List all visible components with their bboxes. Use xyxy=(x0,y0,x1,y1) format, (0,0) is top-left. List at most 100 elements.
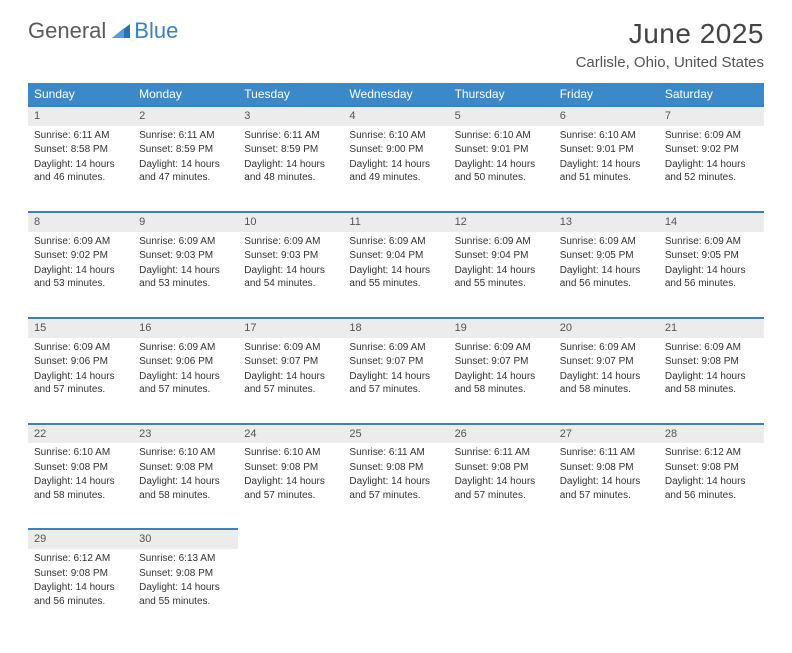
day-number: 13 xyxy=(554,212,659,232)
daylight-text: Daylight: 14 hours and 49 minutes. xyxy=(349,158,442,185)
empty-cell xyxy=(449,529,554,549)
week-row: Sunrise: 6:10 AMSunset: 9:08 PMDaylight:… xyxy=(28,443,764,529)
day-cell: Sunrise: 6:11 AMSunset: 9:08 PMDaylight:… xyxy=(343,443,448,509)
sunset-text: Sunset: 9:05 PM xyxy=(665,249,758,263)
day-number: 25 xyxy=(343,424,448,444)
day-cell: Sunrise: 6:09 AMSunset: 9:06 PMDaylight:… xyxy=(133,338,238,404)
week-row: Sunrise: 6:12 AMSunset: 9:08 PMDaylight:… xyxy=(28,549,764,635)
page-title: June 2025 xyxy=(576,18,764,50)
sunset-text: Sunset: 9:07 PM xyxy=(560,355,653,369)
day-cell: Sunrise: 6:13 AMSunset: 9:08 PMDaylight:… xyxy=(133,549,238,615)
daylight-text: Daylight: 14 hours and 58 minutes. xyxy=(665,370,758,397)
day-cell: Sunrise: 6:09 AMSunset: 9:06 PMDaylight:… xyxy=(28,338,133,404)
day-number: 19 xyxy=(449,318,554,338)
sunset-text: Sunset: 9:08 PM xyxy=(244,461,337,475)
day-number: 4 xyxy=(343,106,448,126)
daylight-text: Daylight: 14 hours and 55 minutes. xyxy=(349,264,442,291)
empty-cell xyxy=(238,529,343,549)
day-cell: Sunrise: 6:10 AMSunset: 9:08 PMDaylight:… xyxy=(28,443,133,509)
sunset-text: Sunset: 9:06 PM xyxy=(34,355,127,369)
title-block: June 2025 Carlisle, Ohio, United States xyxy=(576,18,764,71)
daylight-text: Daylight: 14 hours and 48 minutes. xyxy=(244,158,337,185)
daylight-text: Daylight: 14 hours and 57 minutes. xyxy=(349,370,442,397)
day-cell: Sunrise: 6:09 AMSunset: 9:03 PMDaylight:… xyxy=(133,232,238,298)
day-cell: Sunrise: 6:09 AMSunset: 9:05 PMDaylight:… xyxy=(554,232,659,298)
weekday-header-row: Sunday Monday Tuesday Wednesday Thursday… xyxy=(28,83,764,106)
daylight-text: Daylight: 14 hours and 56 minutes. xyxy=(560,264,653,291)
sunset-text: Sunset: 9:04 PM xyxy=(349,249,442,263)
sunset-text: Sunset: 9:00 PM xyxy=(349,143,442,157)
day-number: 7 xyxy=(659,106,764,126)
sunrise-text: Sunrise: 6:10 AM xyxy=(455,129,548,143)
daylight-text: Daylight: 14 hours and 57 minutes. xyxy=(34,370,127,397)
day-number: 17 xyxy=(238,318,343,338)
day-number: 21 xyxy=(659,318,764,338)
day-number: 8 xyxy=(28,212,133,232)
day-cell: Sunrise: 6:09 AMSunset: 9:04 PMDaylight:… xyxy=(343,232,448,298)
sunrise-text: Sunrise: 6:13 AM xyxy=(139,552,232,566)
weekday-header: Saturday xyxy=(659,83,764,106)
day-number: 18 xyxy=(343,318,448,338)
sunrise-text: Sunrise: 6:09 AM xyxy=(34,341,127,355)
day-number: 20 xyxy=(554,318,659,338)
empty-cell xyxy=(238,549,343,635)
sunrise-text: Sunrise: 6:09 AM xyxy=(139,235,232,249)
day-number: 26 xyxy=(449,424,554,444)
sunset-text: Sunset: 9:08 PM xyxy=(34,567,127,581)
sunset-text: Sunset: 9:08 PM xyxy=(139,461,232,475)
sunset-text: Sunset: 8:58 PM xyxy=(34,143,127,157)
sunrise-text: Sunrise: 6:11 AM xyxy=(560,446,653,460)
sunrise-text: Sunrise: 6:11 AM xyxy=(455,446,548,460)
sunrise-text: Sunrise: 6:12 AM xyxy=(665,446,758,460)
sunrise-text: Sunrise: 6:09 AM xyxy=(665,235,758,249)
week-row: Sunrise: 6:09 AMSunset: 9:02 PMDaylight:… xyxy=(28,232,764,318)
day-cell: Sunrise: 6:09 AMSunset: 9:07 PMDaylight:… xyxy=(343,338,448,404)
sunrise-text: Sunrise: 6:11 AM xyxy=(139,129,232,143)
sunrise-text: Sunrise: 6:10 AM xyxy=(34,446,127,460)
daylight-text: Daylight: 14 hours and 54 minutes. xyxy=(244,264,337,291)
sunrise-text: Sunrise: 6:09 AM xyxy=(349,235,442,249)
sunset-text: Sunset: 9:04 PM xyxy=(455,249,548,263)
sunrise-text: Sunrise: 6:11 AM xyxy=(34,129,127,143)
weekday-header: Friday xyxy=(554,83,659,106)
daylight-text: Daylight: 14 hours and 57 minutes. xyxy=(455,475,548,502)
day-cell: Sunrise: 6:12 AMSunset: 9:08 PMDaylight:… xyxy=(28,549,133,615)
logo: General Blue xyxy=(28,18,178,44)
day-cell: Sunrise: 6:09 AMSunset: 9:08 PMDaylight:… xyxy=(659,338,764,404)
day-cell: Sunrise: 6:10 AMSunset: 9:08 PMDaylight:… xyxy=(133,443,238,509)
day-number: 23 xyxy=(133,424,238,444)
week-row: Sunrise: 6:11 AMSunset: 8:58 PMDaylight:… xyxy=(28,126,764,212)
sunrise-text: Sunrise: 6:11 AM xyxy=(244,129,337,143)
logo-text-general: General xyxy=(28,18,106,44)
sunset-text: Sunset: 8:59 PM xyxy=(244,143,337,157)
empty-cell xyxy=(343,529,448,549)
header: General Blue June 2025 Carlisle, Ohio, U… xyxy=(28,18,764,71)
logo-text-blue: Blue xyxy=(134,18,178,44)
day-number: 1 xyxy=(28,106,133,126)
day-number: 6 xyxy=(554,106,659,126)
day-number: 16 xyxy=(133,318,238,338)
sunset-text: Sunset: 9:08 PM xyxy=(665,355,758,369)
daylight-text: Daylight: 14 hours and 58 minutes. xyxy=(455,370,548,397)
daynum-row: 891011121314 xyxy=(28,212,764,232)
day-cell: Sunrise: 6:11 AMSunset: 9:08 PMDaylight:… xyxy=(554,443,659,509)
daynum-row: 22232425262728 xyxy=(28,424,764,444)
day-number: 24 xyxy=(238,424,343,444)
daylight-text: Daylight: 14 hours and 55 minutes. xyxy=(455,264,548,291)
daynum-row: 1234567 xyxy=(28,106,764,126)
daylight-text: Daylight: 14 hours and 53 minutes. xyxy=(34,264,127,291)
empty-cell xyxy=(659,549,764,635)
day-cell: Sunrise: 6:09 AMSunset: 9:05 PMDaylight:… xyxy=(659,232,764,298)
daylight-text: Daylight: 14 hours and 57 minutes. xyxy=(139,370,232,397)
day-cell: Sunrise: 6:11 AMSunset: 9:08 PMDaylight:… xyxy=(449,443,554,509)
daylight-text: Daylight: 14 hours and 57 minutes. xyxy=(560,475,653,502)
daylight-text: Daylight: 14 hours and 55 minutes. xyxy=(139,581,232,608)
day-number: 11 xyxy=(343,212,448,232)
sunset-text: Sunset: 9:02 PM xyxy=(34,249,127,263)
sunset-text: Sunset: 9:03 PM xyxy=(244,249,337,263)
day-cell: Sunrise: 6:09 AMSunset: 9:07 PMDaylight:… xyxy=(554,338,659,404)
sunrise-text: Sunrise: 6:09 AM xyxy=(139,341,232,355)
empty-cell xyxy=(659,529,764,549)
sunrise-text: Sunrise: 6:10 AM xyxy=(349,129,442,143)
sunset-text: Sunset: 9:08 PM xyxy=(560,461,653,475)
